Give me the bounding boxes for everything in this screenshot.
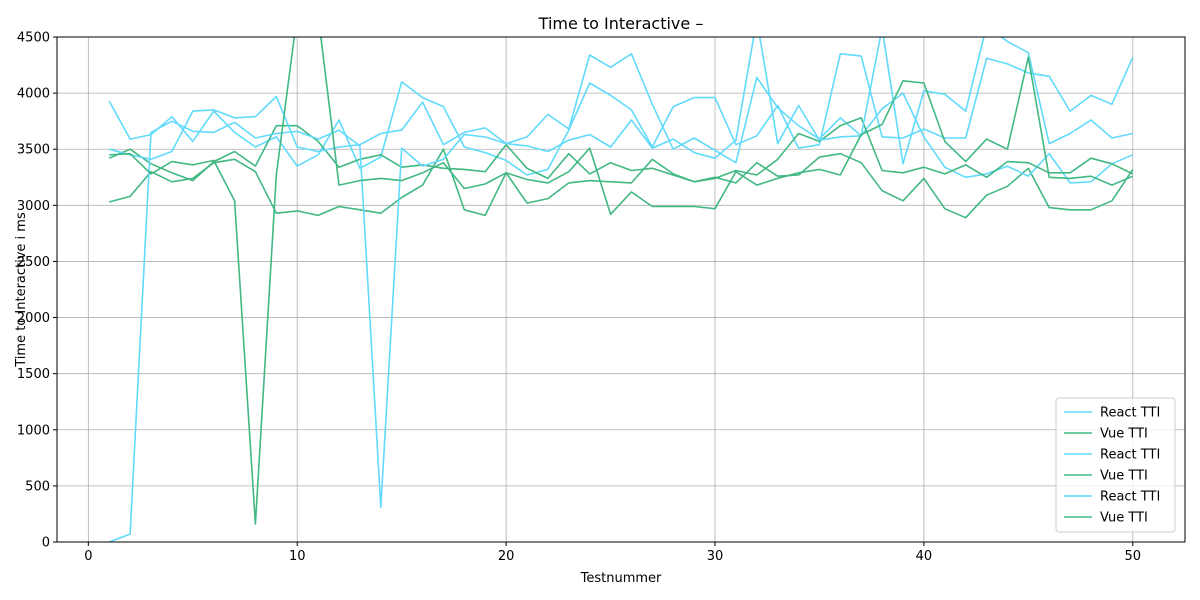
y-tick-label: 4500: [17, 31, 50, 46]
x-tick-label: 0: [84, 549, 92, 564]
x-tick-label: 50: [1125, 549, 1142, 564]
legend-entry: React TTI: [1100, 406, 1160, 421]
legend: React TTI Vue TTI React TTI Vue TTI React TT…: [1055, 397, 1176, 533]
legend-box: [1055, 397, 1176, 533]
y-tick-label: 4000: [17, 87, 50, 102]
legend-entry: Vue TTI: [1100, 427, 1148, 442]
y-axis-label: Time to Interactive i ms: [14, 212, 29, 368]
x-tick-label: 10: [289, 549, 306, 564]
legend-entry: React TTI: [1100, 490, 1160, 505]
series-line-4: [108, 117, 1134, 217]
plot-area-frame: [56, 36, 1186, 543]
x-tick-label: 20: [498, 549, 515, 564]
legend-entry: Vue TTI: [1100, 469, 1148, 484]
y-tick-label: 3500: [17, 143, 50, 158]
series-line-3: [108, 52, 1134, 184]
x-tick-label: 40: [916, 549, 933, 564]
grid-lines: [57, 36, 1185, 543]
y-tick-label: 0: [42, 536, 50, 551]
y-tick-label: 2500: [17, 255, 50, 270]
chart-title: Time to Interactive –: [538, 14, 704, 33]
y-tick-label: 500: [25, 479, 50, 494]
series-lines: [108, 37, 1134, 542]
y-tick-label: 1000: [17, 423, 50, 438]
series-line-1: [108, 52, 1134, 176]
series-line-5: [108, 37, 1133, 542]
series-line-6: [109, 37, 1134, 525]
x-axis-ticks: 0 10 20 30 40 50: [84, 542, 1141, 564]
y-tick-label: 3000: [17, 199, 50, 214]
x-tick-label: 30: [707, 549, 724, 564]
series-line-2: [108, 124, 1134, 219]
legend-entry: Vue TTI: [1100, 511, 1148, 526]
y-tick-label: 1500: [17, 367, 50, 382]
x-axis-label: Testnummer: [580, 571, 662, 586]
y-tick-label: 2000: [17, 311, 50, 326]
y-axis-ticks: 0 500 1000 1500 2000 2500 3000 3500 4000 4500: [17, 31, 57, 551]
legend-entry: React TTI: [1100, 448, 1160, 463]
